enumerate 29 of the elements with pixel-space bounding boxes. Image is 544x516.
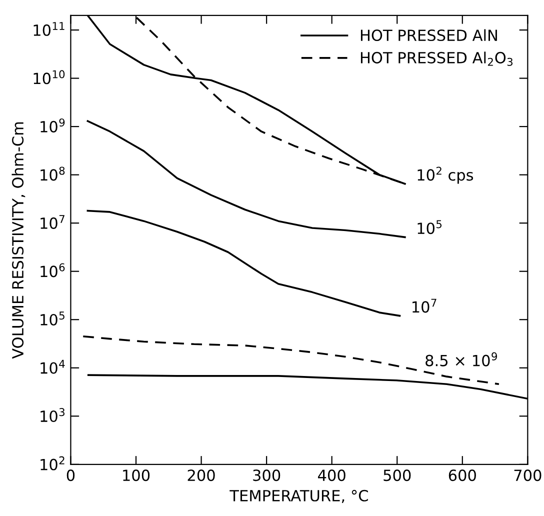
x-tick-label: 400	[318, 470, 346, 482]
annotation: 10$^{5}$	[418, 220, 442, 234]
x-tick-label: 500	[384, 470, 411, 482]
y-tick-label: 10$^{8}$	[40, 166, 65, 181]
legend-label: HOT PRESSED Al$_{2}$O$_{3}$	[360, 52, 513, 66]
y-tick-label: 10$^{10}$	[34, 70, 65, 84]
x-tick-label: 100	[123, 470, 150, 482]
x-tick-label: 700	[514, 470, 542, 482]
y-tick-label: 10$^{9}$	[40, 118, 65, 132]
x-tick-label: 300	[253, 470, 280, 482]
y-tick-label: 10$^{6}$	[40, 263, 65, 278]
y-tick-label: 10$^{5}$	[40, 312, 64, 326]
x-tick-label: 600	[448, 470, 476, 482]
legend-label: HOT PRESSED AlN	[360, 29, 497, 42]
line-series	[86, 210, 401, 317]
annotation: 10$^{2}$ cps	[418, 166, 474, 184]
y-tick-label: 10$^{4}$	[40, 360, 65, 374]
y-tick-label: 10$^{7}$	[40, 215, 64, 229]
x-tick-label: 200	[188, 470, 215, 482]
y-tick-label: 10$^{11}$	[34, 22, 64, 36]
y-tick-label: 10$^{2}$	[40, 456, 64, 470]
x-tick-label: 0	[66, 470, 75, 482]
y-tick-label: 10$^{3}$	[40, 408, 65, 422]
y-axis-title: VOLUME RESISTIVITY, Ohm-Cm	[12, 122, 26, 359]
annotation: 8.5 × 10$^{9}$	[426, 352, 497, 366]
line-series	[86, 120, 406, 238]
x-axis-title: TEMPERATURE, °C	[230, 490, 368, 503]
line-series	[82, 335, 500, 386]
annotation: 10$^{7}$	[412, 298, 436, 313]
